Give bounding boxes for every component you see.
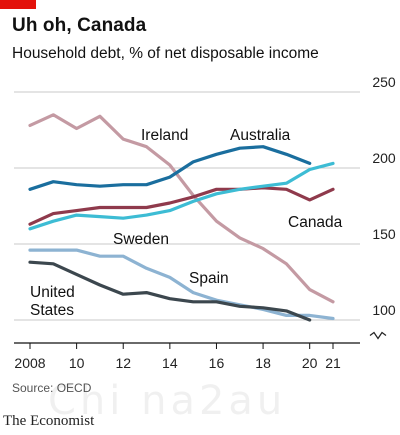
- series-label-line: Sweden: [113, 231, 169, 248]
- series-label-line: Canada: [288, 214, 343, 231]
- publisher-logo: The Economist: [3, 413, 95, 429]
- series-line-australia: [28, 145, 312, 191]
- chart-subtitle: Household debt, % of net disposable inco…: [12, 45, 319, 62]
- series-label-sweden: Sweden: [113, 231, 169, 248]
- series-label-line: United: [30, 284, 75, 301]
- watermark: Chi na2au: [48, 378, 287, 424]
- brand-accent-bar: [0, 0, 36, 9]
- source-note: Source: OECD: [12, 381, 92, 395]
- series-line-spain: [28, 248, 335, 321]
- x-tick-label-2016: 16: [209, 355, 225, 371]
- series-line-united-states: [28, 260, 312, 322]
- series-line-canada: [28, 186, 335, 226]
- y-tick-label-250: 250: [372, 74, 396, 90]
- x-tick-label-2008: 2008: [14, 355, 45, 371]
- chart-title: Uh oh, Canada: [12, 15, 147, 36]
- x-tick-label-2018: 18: [255, 355, 271, 371]
- series-label-australia: Australia: [230, 127, 291, 144]
- x-tick-label-2020: 20: [302, 355, 318, 371]
- x-tick-label-2012: 12: [115, 355, 131, 371]
- y-tick-label-100: 100: [372, 302, 396, 318]
- series-line-ireland: [28, 113, 335, 304]
- series-label-line: Spain: [189, 270, 229, 287]
- series-label-line: States: [30, 302, 74, 319]
- axis-break-icon: [369, 331, 387, 340]
- y-tick-label-150: 150: [372, 226, 396, 242]
- series-label-ireland: Ireland: [141, 127, 188, 144]
- series-label-line: Australia: [230, 127, 291, 144]
- series-line-sweden: [28, 161, 335, 231]
- series-label-spain: Spain: [189, 270, 229, 287]
- series-label-united-states: United States: [30, 284, 75, 319]
- x-tick-label-2021: 21: [325, 355, 341, 371]
- x-tick-label-2010: 10: [69, 355, 85, 371]
- series-label-canada: Canada: [288, 214, 343, 231]
- x-tick-label-2014: 14: [162, 355, 178, 371]
- y-tick-label-200: 200: [372, 150, 396, 166]
- series-label-line: Ireland: [141, 127, 188, 144]
